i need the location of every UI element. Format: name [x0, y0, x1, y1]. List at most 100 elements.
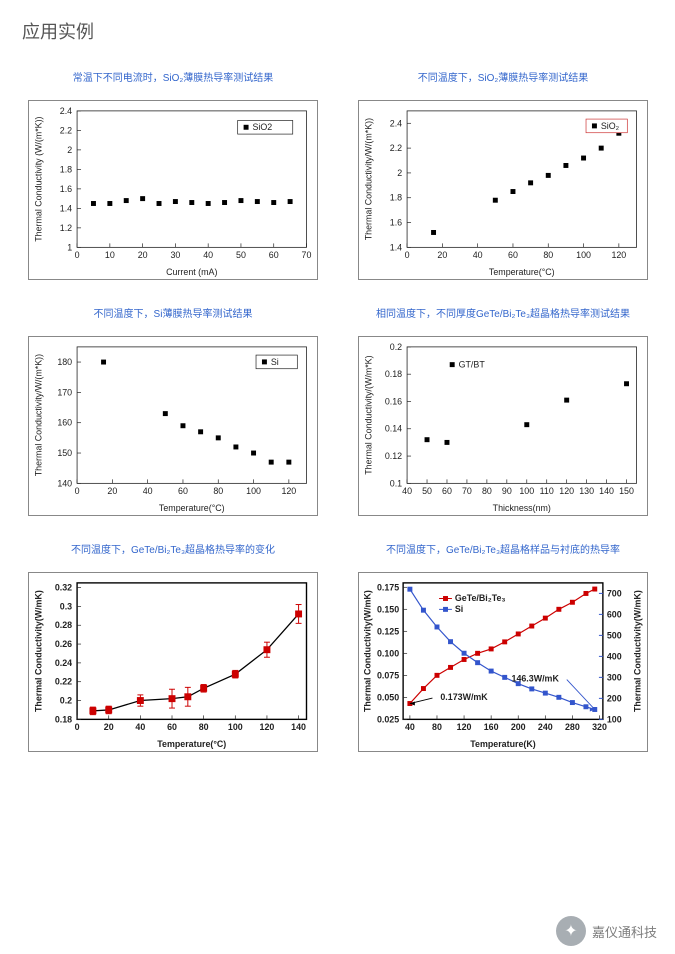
- svg-text:0.28: 0.28: [55, 620, 72, 630]
- svg-text:0.26: 0.26: [55, 639, 72, 649]
- svg-text:400: 400: [607, 651, 622, 661]
- svg-text:140: 140: [291, 722, 306, 732]
- svg-text:0.125: 0.125: [377, 626, 399, 636]
- svg-text:Thermal Conductivity(W/mK): Thermal Conductivity(W/mK): [632, 590, 642, 712]
- svg-text:0.32: 0.32: [55, 583, 72, 593]
- svg-text:1.2: 1.2: [60, 223, 72, 233]
- svg-text:Si: Si: [455, 604, 463, 614]
- svg-text:600: 600: [607, 609, 622, 619]
- svg-text:90: 90: [502, 486, 512, 496]
- svg-text:0.24: 0.24: [55, 658, 72, 668]
- chart-title-1: 不同温度下，SiO₂薄膜热导率测试结果: [418, 72, 589, 86]
- svg-text:120: 120: [559, 486, 574, 496]
- svg-text:1.8: 1.8: [60, 164, 72, 174]
- svg-text:80: 80: [543, 250, 553, 260]
- svg-text:Thermal Conductivity(W/mK): Thermal Conductivity(W/mK): [33, 590, 43, 712]
- svg-text:146.3W/mK: 146.3W/mK: [512, 673, 560, 683]
- chart-4: 0204060801001201400.180.20.220.240.260.2…: [28, 572, 318, 752]
- svg-text:300: 300: [607, 672, 622, 682]
- svg-text:320: 320: [592, 722, 607, 732]
- cell-2: 不同温度下，Si薄膜热导率测试结果02040608010012014015016…: [28, 308, 318, 516]
- svg-text:200: 200: [511, 722, 526, 732]
- svg-text:SiO₂: SiO₂: [601, 121, 619, 131]
- svg-text:Temperature(°C): Temperature(°C): [489, 267, 555, 277]
- svg-text:0.175: 0.175: [377, 582, 399, 592]
- svg-text:100: 100: [246, 486, 261, 496]
- chart-5: 40801201602002402803200.0250.0500.0750.1…: [358, 572, 648, 752]
- svg-text:20: 20: [138, 250, 148, 260]
- svg-text:180: 180: [57, 357, 72, 367]
- svg-text:150: 150: [619, 486, 634, 496]
- svg-text:1.6: 1.6: [390, 218, 402, 228]
- svg-text:20: 20: [437, 250, 447, 260]
- svg-text:150: 150: [57, 448, 72, 458]
- chart-grid: 常温下不同电流时，SiO₂薄膜热导率测试结果01020304050607011.…: [0, 44, 675, 752]
- svg-text:Current (mA): Current (mA): [166, 267, 217, 277]
- svg-text:40: 40: [135, 722, 145, 732]
- svg-text:0: 0: [75, 486, 80, 496]
- svg-text:0.075: 0.075: [377, 670, 399, 680]
- svg-text:500: 500: [607, 630, 622, 640]
- svg-text:50: 50: [236, 250, 246, 260]
- svg-text:2.2: 2.2: [390, 143, 402, 153]
- svg-text:120: 120: [611, 250, 626, 260]
- chart-0: 01020304050607011.21.41.61.822.22.4Curre…: [28, 100, 318, 280]
- svg-text:GT/BT: GT/BT: [459, 360, 486, 370]
- svg-text:Temperature(°C): Temperature(°C): [159, 503, 225, 513]
- svg-text:40: 40: [402, 486, 412, 496]
- svg-text:Thermal Conductivity(W/mK): Thermal Conductivity(W/mK): [362, 590, 372, 712]
- svg-text:0.2: 0.2: [60, 695, 72, 705]
- svg-text:0.14: 0.14: [385, 424, 402, 434]
- svg-text:240: 240: [538, 722, 553, 732]
- svg-text:40: 40: [143, 486, 153, 496]
- svg-text:60: 60: [269, 250, 279, 260]
- cell-0: 常温下不同电流时，SiO₂薄膜热导率测试结果01020304050607011.…: [28, 72, 318, 280]
- svg-text:200: 200: [607, 693, 622, 703]
- svg-text:60: 60: [167, 722, 177, 732]
- svg-text:130: 130: [579, 486, 594, 496]
- svg-text:160: 160: [484, 722, 499, 732]
- svg-text:1: 1: [67, 242, 72, 252]
- watermark: ✦ 嘉仪通科技: [556, 916, 657, 946]
- svg-text:30: 30: [170, 250, 180, 260]
- svg-text:Thermal Conductivity/(W/m*K): Thermal Conductivity/(W/m*K): [363, 355, 373, 474]
- svg-text:0.1: 0.1: [390, 478, 402, 488]
- svg-text:0: 0: [405, 250, 410, 260]
- svg-text:1.4: 1.4: [390, 242, 402, 252]
- svg-text:Temperature(K): Temperature(K): [470, 739, 535, 749]
- svg-text:Thermal Conductivity (W/(m*K)): Thermal Conductivity (W/(m*K)): [33, 116, 43, 241]
- svg-text:40: 40: [405, 722, 415, 732]
- svg-text:60: 60: [178, 486, 188, 496]
- svg-text:0.025: 0.025: [377, 714, 399, 724]
- chart-3: 4050607080901001101201301401500.10.120.1…: [358, 336, 648, 516]
- svg-text:2.2: 2.2: [60, 125, 72, 135]
- svg-text:Thickness(nm): Thickness(nm): [493, 503, 551, 513]
- cell-4: 不同温度下，GeTe/Bi₂Te₃超晶格热导率的变化02040608010012…: [28, 544, 318, 752]
- chart-title-4: 不同温度下，GeTe/Bi₂Te₃超晶格热导率的变化: [71, 544, 275, 558]
- chart-2: 020406080100120140150160170180Temperatur…: [28, 336, 318, 516]
- svg-text:0.3: 0.3: [60, 601, 72, 611]
- svg-text:80: 80: [213, 486, 223, 496]
- svg-text:80: 80: [432, 722, 442, 732]
- cell-3: 相同温度下，不同厚度GeTe/Bi₂Te₃超晶格热导率测试结果405060708…: [358, 308, 648, 516]
- svg-text:70: 70: [462, 486, 472, 496]
- svg-text:100: 100: [576, 250, 591, 260]
- svg-text:2.4: 2.4: [60, 106, 72, 116]
- cell-5: 不同温度下，GeTe/Bi₂Te₃超晶格样品与衬底的热导率40801201602…: [358, 544, 648, 752]
- svg-text:40: 40: [203, 250, 213, 260]
- svg-text:0: 0: [75, 250, 80, 260]
- svg-text:170: 170: [57, 387, 72, 397]
- svg-text:110: 110: [540, 486, 554, 496]
- svg-text:100: 100: [519, 486, 534, 496]
- chart-title-3: 相同温度下，不同厚度GeTe/Bi₂Te₃超晶格热导率测试结果: [376, 308, 630, 322]
- svg-text:140: 140: [599, 486, 614, 496]
- svg-text:100: 100: [228, 722, 243, 732]
- svg-text:60: 60: [442, 486, 452, 496]
- svg-text:280: 280: [565, 722, 580, 732]
- svg-text:20: 20: [107, 486, 117, 496]
- chart-1: 0204060801001201.41.61.822.22.4Temperatu…: [358, 100, 648, 280]
- svg-text:0.173W/mK: 0.173W/mK: [440, 692, 488, 702]
- svg-text:60: 60: [508, 250, 518, 260]
- svg-text:10: 10: [105, 250, 115, 260]
- svg-text:100: 100: [607, 714, 622, 724]
